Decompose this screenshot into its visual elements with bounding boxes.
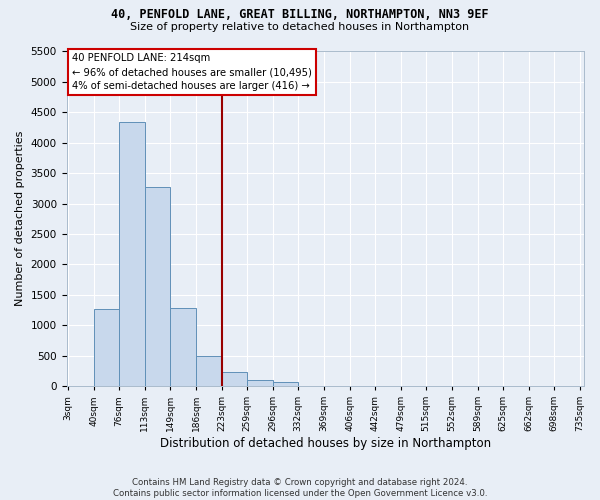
Bar xyxy=(247,380,273,386)
Text: Contains HM Land Registry data © Crown copyright and database right 2024.
Contai: Contains HM Land Registry data © Crown c… xyxy=(113,478,487,498)
Text: 40, PENFOLD LANE, GREAT BILLING, NORTHAMPTON, NN3 9EF: 40, PENFOLD LANE, GREAT BILLING, NORTHAM… xyxy=(111,8,489,20)
X-axis label: Distribution of detached houses by size in Northampton: Distribution of detached houses by size … xyxy=(160,437,491,450)
Y-axis label: Number of detached properties: Number of detached properties xyxy=(15,131,25,306)
Bar xyxy=(273,382,298,386)
Bar xyxy=(222,372,247,386)
Text: Size of property relative to detached houses in Northampton: Size of property relative to detached ho… xyxy=(130,22,470,32)
Bar xyxy=(119,122,145,386)
Bar xyxy=(94,309,119,386)
Bar xyxy=(145,187,170,386)
Bar xyxy=(170,308,196,386)
Bar xyxy=(196,356,222,386)
Text: 40 PENFOLD LANE: 214sqm
← 96% of detached houses are smaller (10,495)
4% of semi: 40 PENFOLD LANE: 214sqm ← 96% of detache… xyxy=(71,53,311,91)
